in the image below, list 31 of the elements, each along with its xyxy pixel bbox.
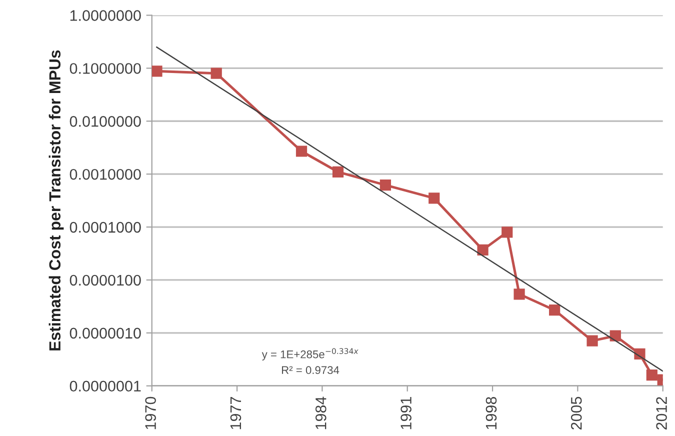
point	[477, 244, 488, 256]
x-tick-label: 1984	[315, 396, 326, 430]
y-tick-label: 0.0000100	[70, 274, 141, 286]
x-tick-label: 1991	[400, 397, 412, 430]
y-tick-label: 0.1000000	[70, 63, 141, 74]
x-tick-label: 1970	[145, 396, 156, 430]
point	[610, 330, 621, 342]
point	[332, 166, 344, 178]
point	[646, 369, 658, 381]
x-tick-label: 2012	[656, 397, 667, 430]
annotation: R² = 0.9734	[282, 366, 340, 374]
y-tick-label: 0.0001000	[70, 222, 141, 233]
point	[152, 66, 162, 77]
point	[586, 335, 598, 346]
y-tick-label: 1.0000000	[70, 10, 141, 21]
point	[380, 180, 392, 191]
point	[502, 226, 513, 238]
x-tick-label: 1998	[486, 396, 497, 430]
point	[210, 68, 222, 79]
y-axis-title: Estimated Cost per Transistor for MPUs	[48, 50, 64, 350]
annotation: y = 1E+285e$^{−0.334x}$	[262, 348, 358, 360]
y-tick-label: 0.0010000	[70, 168, 141, 180]
point	[428, 192, 440, 204]
y-tick-label: 0.0000001	[70, 380, 141, 392]
y-tick-label: 0.0000010	[70, 328, 141, 339]
x-tick-label: 1977	[230, 397, 242, 430]
x-tick-label: 2005	[570, 396, 582, 430]
point	[296, 146, 308, 157]
point	[549, 304, 560, 316]
point	[514, 288, 525, 300]
y-tick-label: 0.0100000	[70, 116, 141, 127]
